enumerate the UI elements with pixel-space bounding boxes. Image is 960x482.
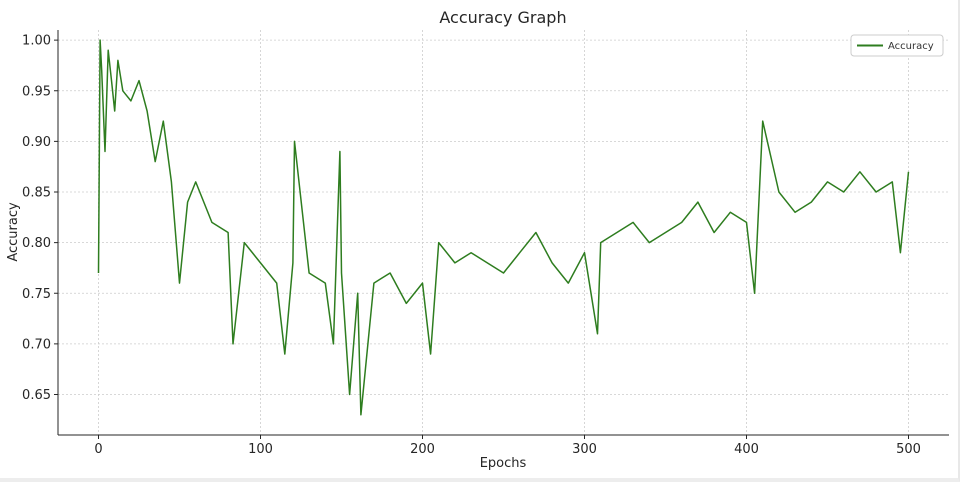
x-axis-ticks: 0 100 200 300 400 500 <box>94 435 921 457</box>
y-tick-label: 0.80 <box>22 236 51 251</box>
y-axis-label: Accuracy <box>6 202 21 262</box>
legend-box <box>850 34 944 57</box>
x-tick-label: 500 <box>896 442 921 457</box>
series-line-accuracy <box>97 39 910 416</box>
legend-label: Accuracy <box>888 41 934 52</box>
y-tick-label: 1.00 <box>22 34 51 49</box>
y-tick-label: 0.75 <box>22 287 51 302</box>
x-tick-label: 0 <box>94 442 102 457</box>
x-tick-label: 100 <box>248 442 273 457</box>
axes <box>57 30 949 436</box>
y-tick-label: 0.85 <box>22 186 51 201</box>
y-tick-label: 0.95 <box>22 84 51 99</box>
y-axis-ticks: 0.65 0.70 0.75 0.80 0.85 0.90 0.95 1.00 <box>22 34 58 403</box>
x-tick-label: 200 <box>410 442 435 457</box>
y-tick-label: 0.70 <box>22 337 51 352</box>
series-group <box>97 39 910 416</box>
grid <box>58 30 949 435</box>
x-tick-label: 300 <box>572 442 597 457</box>
y-tick-label: 0.65 <box>22 388 51 403</box>
chart-title: Accuracy Graph <box>439 8 566 27</box>
x-tick-label: 400 <box>734 442 759 457</box>
legend: Accuracy <box>850 34 944 57</box>
x-axis-label: Epochs <box>480 456 527 471</box>
y-tick-label: 0.90 <box>22 135 51 150</box>
